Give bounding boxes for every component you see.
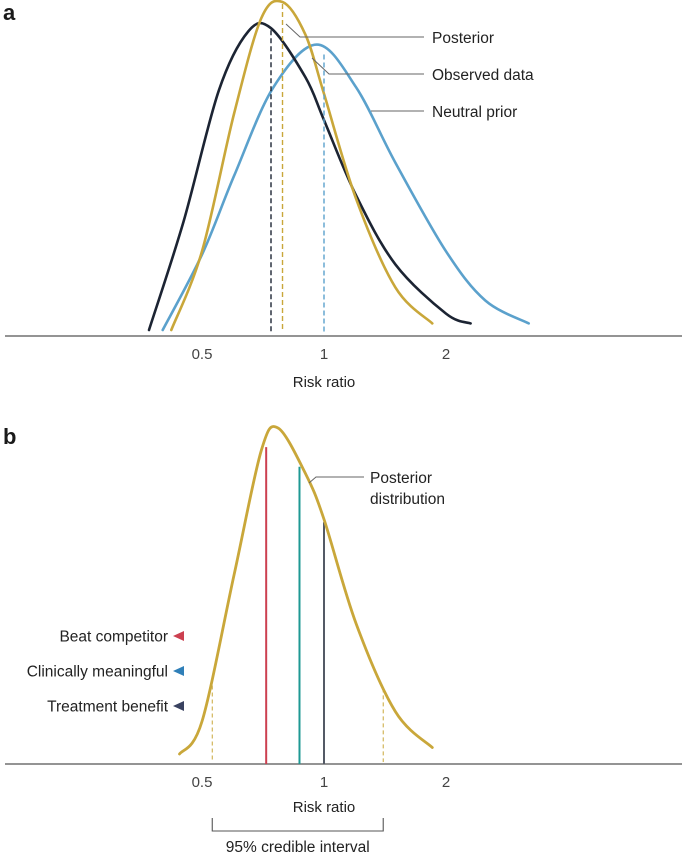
posterior-distribution-curve — [178, 425, 434, 756]
panel-a-x-axis-title: Risk ratio — [293, 374, 356, 391]
posterior-distribution-label: Posterior distribution — [370, 470, 445, 508]
posterior-distribution-label-line-1: Posterior — [370, 470, 432, 487]
neutral-prior-label: Neutral prior — [432, 104, 517, 121]
panel-a: a 0.5 1 2 Risk ratio Posterior Observed … — [3, 0, 682, 391]
panel-a-label: a — [3, 0, 16, 25]
panel-a-tick-label: 2 — [442, 346, 450, 363]
posterior-distribution-leader-line — [308, 476, 364, 484]
panel-b-tick-label: 0.5 — [192, 774, 213, 791]
observed-data-curve — [147, 21, 472, 332]
posterior-leader-line — [285, 23, 424, 38]
observed-data-leader-line — [311, 57, 424, 75]
panel-b-tick-label: 1 — [320, 774, 328, 791]
treatment-benefit-arrowhead — [173, 701, 184, 711]
clinically-meaningful-label: Clinically meaningful — [27, 664, 168, 681]
panel-b-x-axis-title: Risk ratio — [293, 799, 356, 816]
panel-b: b 0.5 1 2 Risk ratio Posterior distribut… — [3, 424, 682, 856]
posterior-curve — [170, 0, 434, 332]
credible-interval-label: 95% credible interval — [226, 839, 370, 856]
beat-competitor-label: Beat competitor — [59, 629, 168, 646]
panel-a-tick-label: 1 — [320, 346, 328, 363]
panel-b-label: b — [3, 424, 16, 449]
posterior-distribution-label-line-2: distribution — [370, 491, 445, 508]
treatment-benefit-label: Treatment benefit — [47, 699, 169, 716]
neutral-prior-curve — [161, 43, 530, 332]
clinically-meaningful-arrowhead — [173, 666, 184, 676]
panel-a-tick-label: 0.5 — [192, 346, 213, 363]
beat-competitor-arrowhead — [173, 631, 184, 641]
credible-interval-bracket — [211, 818, 384, 832]
panel-b-tick-label: 2 — [442, 774, 450, 791]
observed-data-label: Observed data — [432, 67, 534, 84]
posterior-label: Posterior — [432, 30, 494, 47]
